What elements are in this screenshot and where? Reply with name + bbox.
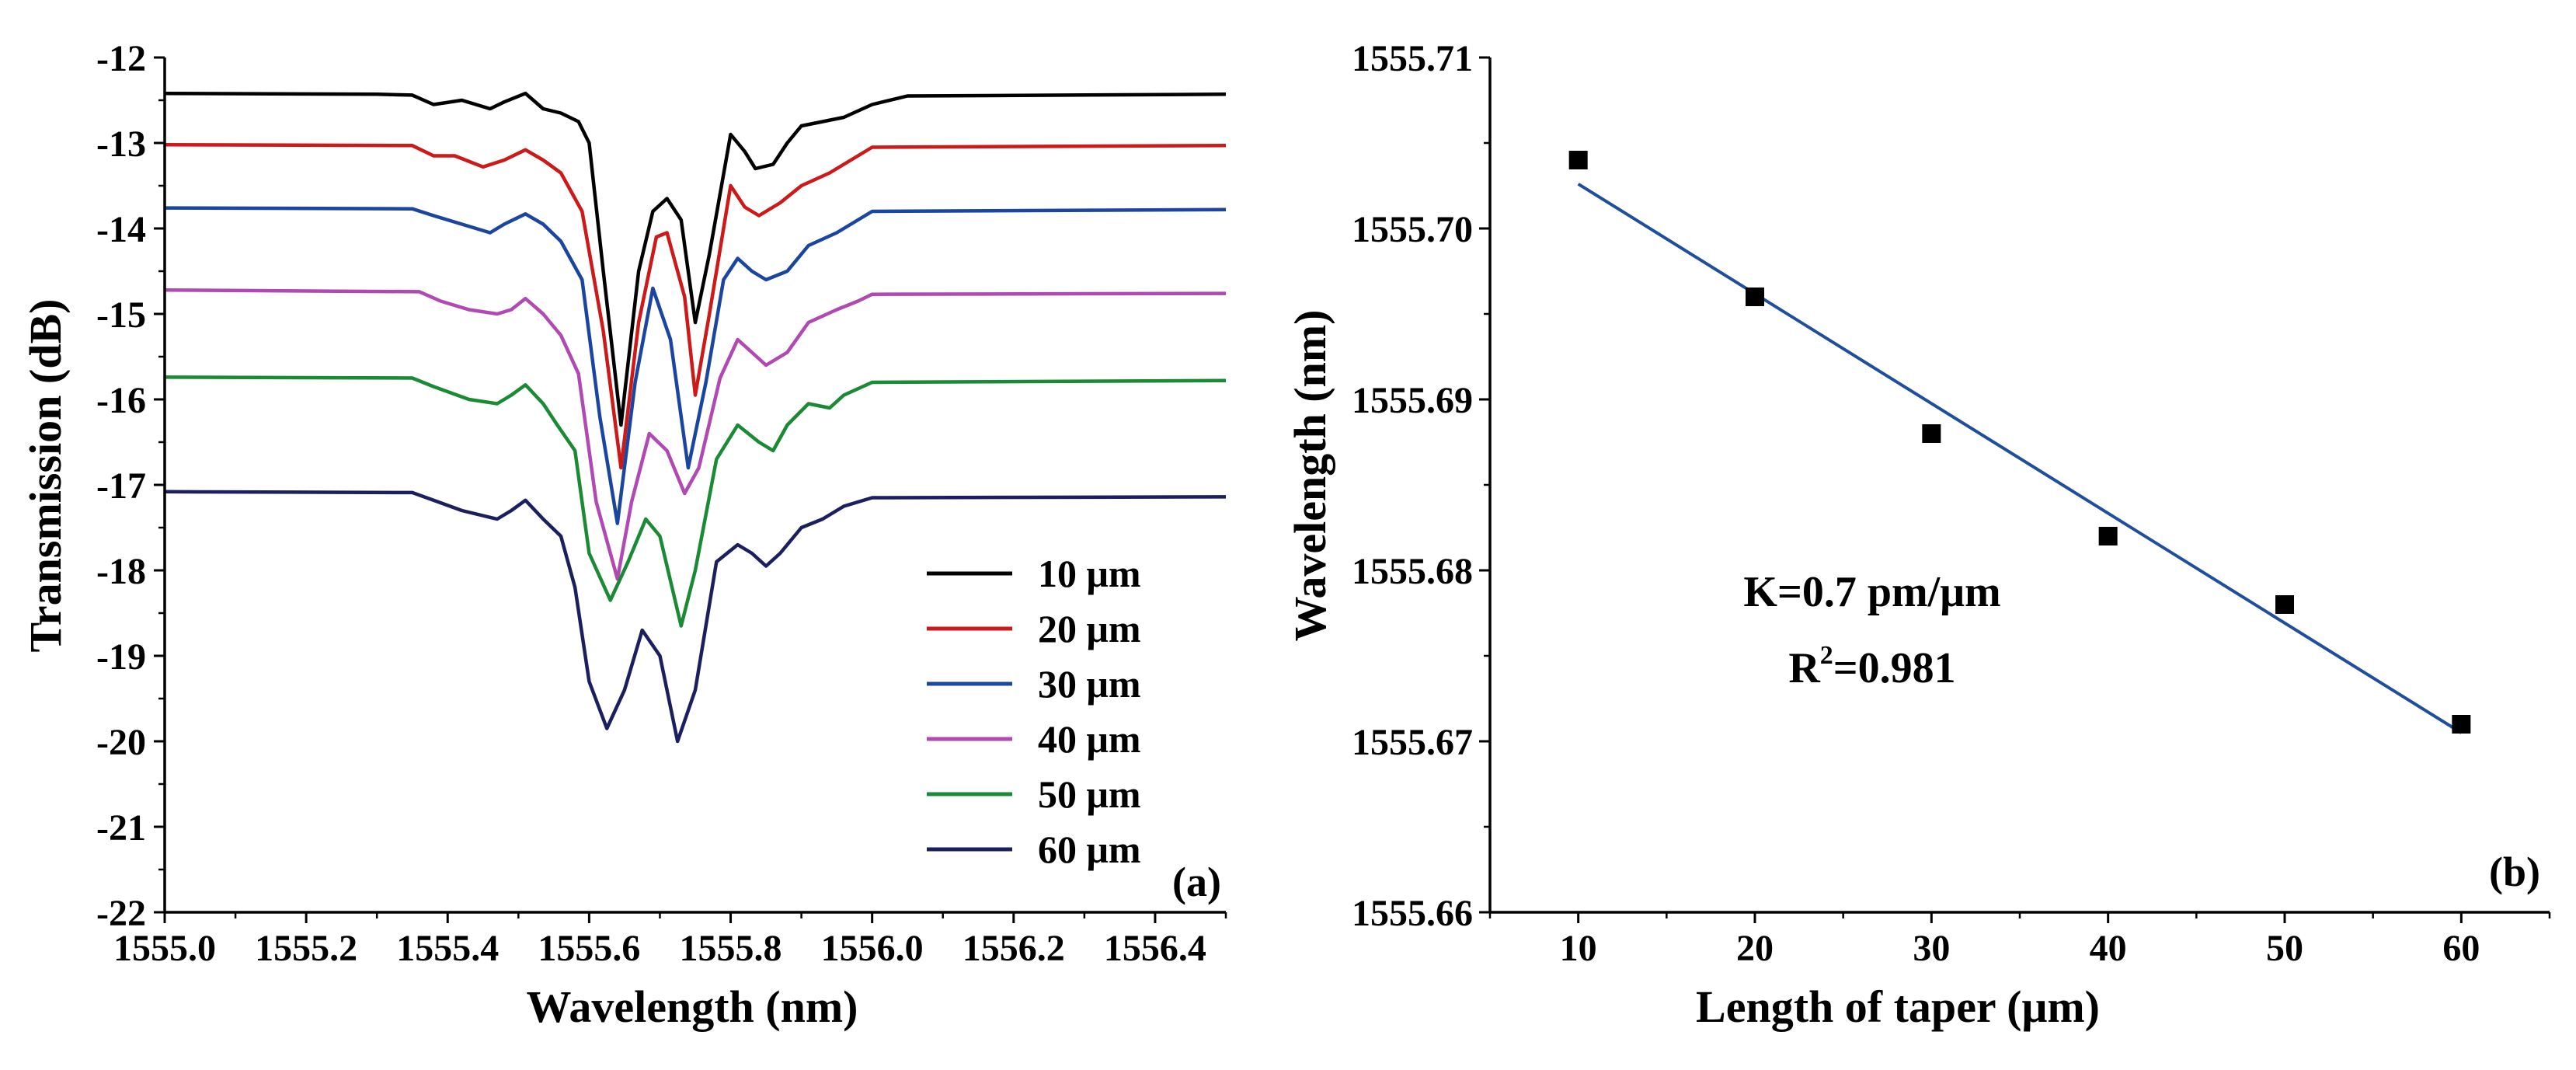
- panel-a-ytick-label: -18: [96, 551, 146, 592]
- data-point-6: [2452, 715, 2471, 734]
- legend-label-1: 10 μm: [1038, 552, 1141, 595]
- slope-annotation: K=0.7 pm/μm: [1743, 568, 2000, 616]
- series-line-1: [164, 91, 1227, 427]
- panel-a-ylabel: Transmission (dB): [20, 299, 71, 653]
- panel-a-ytick-label: -13: [96, 124, 146, 165]
- panel-a-xtick-label: 1556.2: [963, 928, 1065, 969]
- linear-fit-line: [1577, 183, 2463, 734]
- panel-a-label: (a): [1172, 859, 1221, 905]
- data-point-3: [1922, 424, 1941, 443]
- panel-b-xtick-label: 30: [1913, 928, 1950, 969]
- series-line-5: [164, 375, 1227, 628]
- panel-a-ytick-label: -16: [96, 380, 146, 421]
- data-point-5: [2275, 595, 2294, 614]
- panel-b-xtick-label: 20: [1736, 928, 1774, 969]
- panel-a-xtick-label: 1555.6: [538, 928, 640, 969]
- panel-a-xtick-label: 1555.8: [680, 928, 782, 969]
- legend-label-3: 30 μm: [1038, 662, 1141, 706]
- panel-b-xtick-label: 10: [1560, 928, 1597, 969]
- panel-b-xtick-label: 60: [2442, 928, 2480, 969]
- panel-a-xtick-label: 1555.2: [255, 928, 357, 969]
- panel-a-xtick-label: 1556.0: [821, 928, 924, 969]
- panel-a-ytick-label: -22: [96, 893, 146, 934]
- panel-a-ytick-label: -19: [96, 636, 146, 678]
- panel-b-ytick-label: 1555.66: [1352, 893, 1473, 934]
- panel-a-ytick-label: -20: [96, 722, 146, 763]
- series-line-3: [164, 206, 1227, 525]
- panel-a-xlabel: Wavelength (nm): [527, 981, 858, 1032]
- panel-b-xtick-label: 50: [2266, 928, 2303, 969]
- legend-label-4: 40 μm: [1038, 717, 1141, 761]
- panel-a-ytick-label: -15: [96, 295, 146, 336]
- data-point-2: [1746, 288, 1764, 306]
- legend-label-2: 20 μm: [1038, 607, 1141, 650]
- panel-a-xtick-label: 1555.0: [113, 928, 216, 969]
- series-line-4: [164, 288, 1227, 581]
- panel-a-ytick-label: -14: [96, 209, 146, 250]
- panel-a-xtick-label: 1555.4: [396, 928, 499, 969]
- panel-b-ytick-label: 1555.68: [1352, 551, 1473, 592]
- panel-a-xtick-label: 1556.4: [1104, 928, 1206, 969]
- panel-b-ylabel: Wavelength (nm): [1285, 310, 1335, 642]
- series-line-6: [164, 490, 1227, 744]
- legend-label-5: 50 μm: [1038, 772, 1141, 816]
- data-point-1: [1568, 151, 1588, 169]
- panel-b-ytick-label: 1555.69: [1352, 380, 1473, 421]
- panel-b-xlabel: Length of taper (μm): [1696, 981, 2100, 1032]
- panel-b-ytick-label: 1555.67: [1352, 722, 1473, 763]
- r-squared-value: =0.981: [1833, 644, 1956, 692]
- panel-a-ytick-label: -12: [96, 38, 146, 79]
- legend-label-6: 60 μm: [1038, 828, 1141, 871]
- r-squared-annotation: R2=0.981: [1788, 641, 1955, 692]
- panel-a-ytick-label: -17: [96, 465, 146, 507]
- panel-a-ytick-label: -21: [96, 807, 146, 849]
- panel-b-ytick-label: 1555.71: [1352, 38, 1473, 79]
- panel-b-ytick-label: 1555.70: [1352, 209, 1473, 250]
- panel-b-xtick-label: 40: [2090, 928, 2127, 969]
- data-point-4: [2098, 527, 2118, 545]
- panel-b-label: (b): [2489, 849, 2540, 895]
- series-line-2: [164, 142, 1227, 470]
- r-squared-prefix: R: [1788, 644, 1820, 692]
- r-squared-exponent: 2: [1820, 641, 1833, 670]
